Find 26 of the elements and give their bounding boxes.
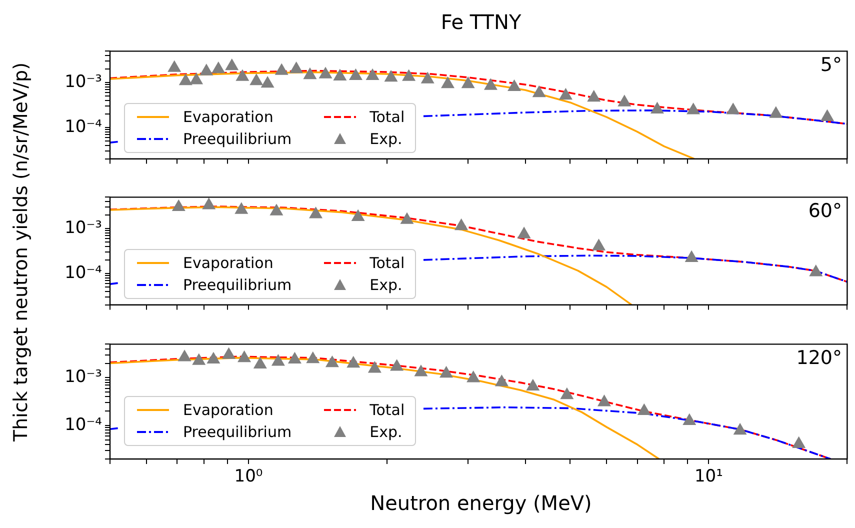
x-tick-label: 10⁰: [234, 466, 263, 487]
legend-label: Evaporation: [183, 254, 274, 272]
annotation: 5°: [820, 54, 842, 76]
legend-label: Exp.: [370, 276, 402, 294]
y-tick-label: 10⁻³: [64, 72, 102, 92]
x-tick-label: 10¹: [694, 466, 723, 487]
legend-label: Exp.: [370, 130, 402, 148]
chart-title: Fe TTNY: [440, 10, 522, 34]
legend-label: Total: [370, 108, 405, 126]
legend-label: Preequilibrium: [183, 276, 292, 294]
y-axis-title: Thick target neutron yields (n/sr/MeV/p): [10, 61, 33, 444]
y-tick-label: 10⁻³: [64, 367, 102, 388]
y-tick-label: 10⁻⁴: [64, 116, 102, 137]
y-tick-label: 10⁻⁴: [64, 262, 102, 283]
annotation: 120°: [796, 347, 842, 369]
series-label: Preequilibrium: [183, 130, 292, 148]
legend-label: Evaporation: [183, 401, 274, 419]
legend-label: Total: [370, 401, 405, 419]
x-axis-title: Neutron energy (MeV): [369, 491, 593, 515]
legend-label: Exp.: [370, 423, 402, 441]
y-tick-label: 10⁻³: [64, 218, 102, 238]
y-tick-label: 10⁻⁴: [64, 414, 102, 435]
legend-label: Preequilibrium: [183, 423, 292, 441]
legend-label: Total: [370, 254, 405, 272]
legend-label: Evaporation: [183, 108, 274, 126]
annotation: 60°: [808, 200, 842, 222]
